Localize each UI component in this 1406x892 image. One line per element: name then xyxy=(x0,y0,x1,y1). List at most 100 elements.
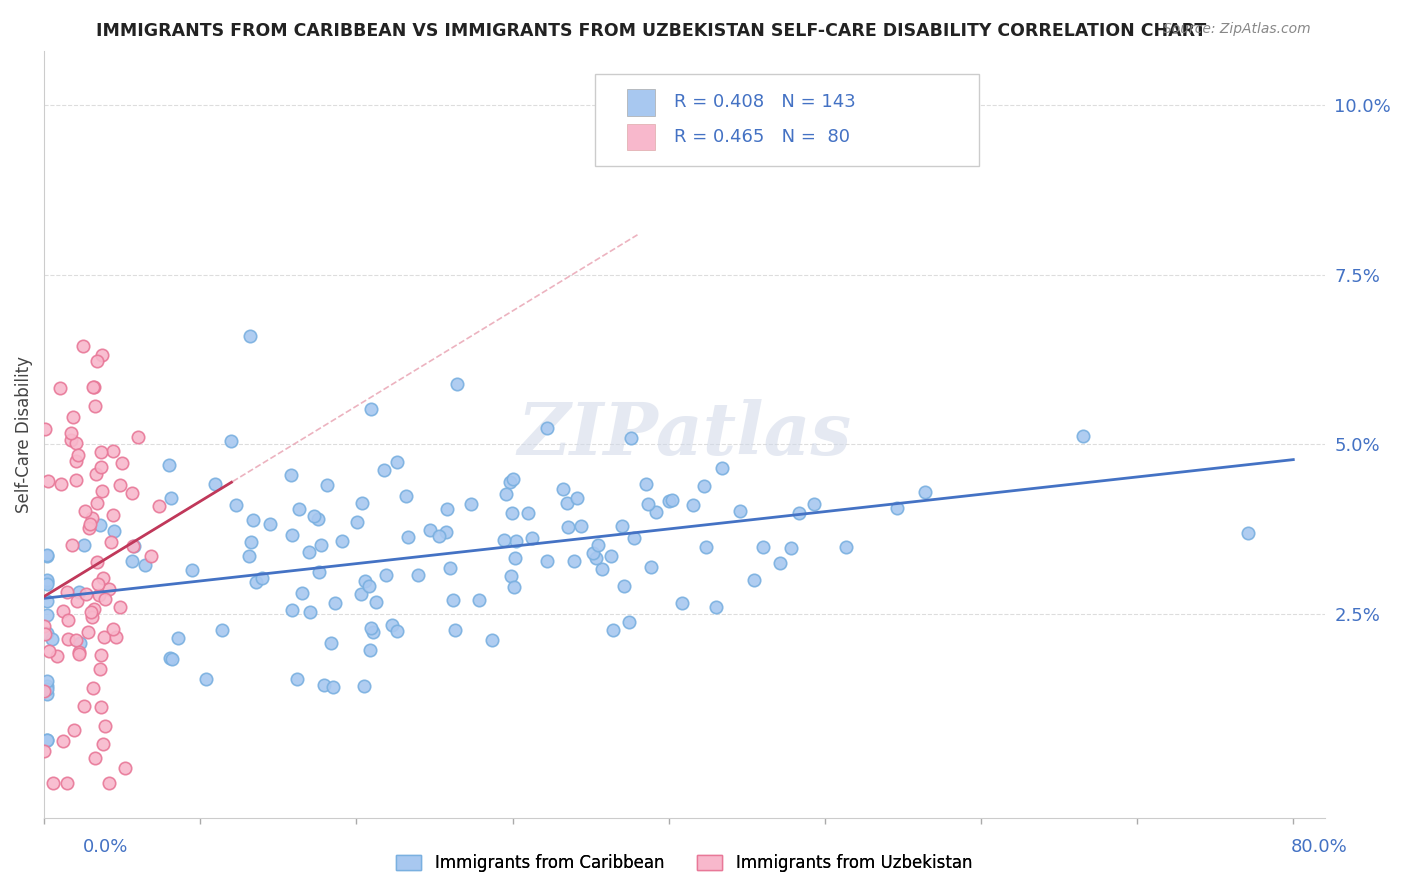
Point xyxy=(90,648,112,663)
Point xyxy=(80,605,103,619)
Point xyxy=(157,458,180,473)
Point xyxy=(434,524,457,539)
Point xyxy=(309,538,332,552)
Point xyxy=(427,529,450,543)
Point xyxy=(62,409,84,424)
Point xyxy=(52,604,75,618)
Point xyxy=(141,549,163,563)
Point xyxy=(637,497,659,511)
Point xyxy=(32,684,55,698)
Point xyxy=(148,499,170,513)
Point xyxy=(73,538,96,552)
Point xyxy=(385,455,408,469)
Point xyxy=(436,502,458,516)
Point xyxy=(75,587,97,601)
Text: IMMIGRANTS FROM CARIBBEAN VS IMMIGRANTS FROM UZBEKISTAN SELF-CARE DISABILITY COR: IMMIGRANTS FROM CARIBBEAN VS IMMIGRANTS … xyxy=(96,22,1206,40)
Point xyxy=(37,687,59,701)
Point xyxy=(536,554,558,568)
Point xyxy=(108,600,131,615)
Point xyxy=(42,776,65,790)
Point xyxy=(225,499,247,513)
FancyBboxPatch shape xyxy=(595,74,979,166)
Point xyxy=(69,636,91,650)
Point xyxy=(34,627,56,641)
Point xyxy=(298,545,321,559)
Point xyxy=(90,483,112,498)
Point xyxy=(94,591,117,606)
Point xyxy=(322,680,344,694)
Point xyxy=(307,511,329,525)
Point xyxy=(41,632,63,646)
Point xyxy=(72,339,94,353)
Point xyxy=(582,546,605,560)
Point xyxy=(613,579,636,593)
Point xyxy=(37,673,59,688)
Point xyxy=(239,535,262,549)
Point xyxy=(195,672,218,686)
Point xyxy=(555,496,578,510)
Point xyxy=(706,600,728,615)
Point xyxy=(520,531,543,545)
Point xyxy=(67,584,90,599)
Point xyxy=(32,744,55,758)
Point xyxy=(37,575,59,590)
Point xyxy=(58,614,80,628)
Point xyxy=(56,776,79,790)
Point xyxy=(612,518,634,533)
Point xyxy=(481,632,503,647)
Point xyxy=(77,624,100,639)
Point xyxy=(37,573,59,587)
Point xyxy=(280,467,302,482)
Point xyxy=(769,557,792,571)
Point xyxy=(682,498,704,512)
Point xyxy=(620,431,643,445)
Point xyxy=(91,571,114,585)
Point xyxy=(66,593,89,607)
Point xyxy=(122,539,145,553)
Point xyxy=(49,381,72,395)
Point xyxy=(359,643,381,657)
Point xyxy=(787,506,810,520)
Point xyxy=(103,524,125,538)
Point xyxy=(499,569,522,583)
Point xyxy=(602,624,624,638)
Point xyxy=(353,574,375,588)
Point xyxy=(359,579,381,593)
Point xyxy=(381,618,404,632)
Text: R = 0.465   N =  80: R = 0.465 N = 80 xyxy=(673,128,851,146)
Point xyxy=(350,587,373,601)
Point xyxy=(517,507,540,521)
Point xyxy=(321,636,343,650)
Point xyxy=(239,328,262,343)
Point xyxy=(100,535,122,549)
Point xyxy=(396,530,419,544)
Point xyxy=(444,624,467,638)
Point xyxy=(160,491,183,506)
Text: 0.0%: 0.0% xyxy=(83,838,128,855)
Point xyxy=(291,586,314,600)
Text: Source: ZipAtlas.com: Source: ZipAtlas.com xyxy=(1163,22,1310,37)
Point xyxy=(350,495,373,509)
FancyBboxPatch shape xyxy=(627,89,655,116)
Point xyxy=(302,509,325,524)
Point xyxy=(211,624,233,638)
Point xyxy=(803,497,825,511)
Point xyxy=(312,678,335,692)
Point xyxy=(585,551,607,566)
Point xyxy=(87,577,110,591)
Point xyxy=(86,496,108,510)
Point xyxy=(59,425,82,440)
Point xyxy=(299,605,322,619)
Point xyxy=(571,519,593,533)
Point xyxy=(330,533,353,548)
Point xyxy=(752,540,775,554)
Point xyxy=(695,541,717,555)
Point xyxy=(98,776,121,790)
Point xyxy=(65,453,87,467)
Point xyxy=(65,633,87,648)
Point xyxy=(60,538,83,552)
Point xyxy=(37,548,59,562)
Point xyxy=(617,615,640,630)
Point xyxy=(75,504,97,518)
Point xyxy=(79,517,101,532)
